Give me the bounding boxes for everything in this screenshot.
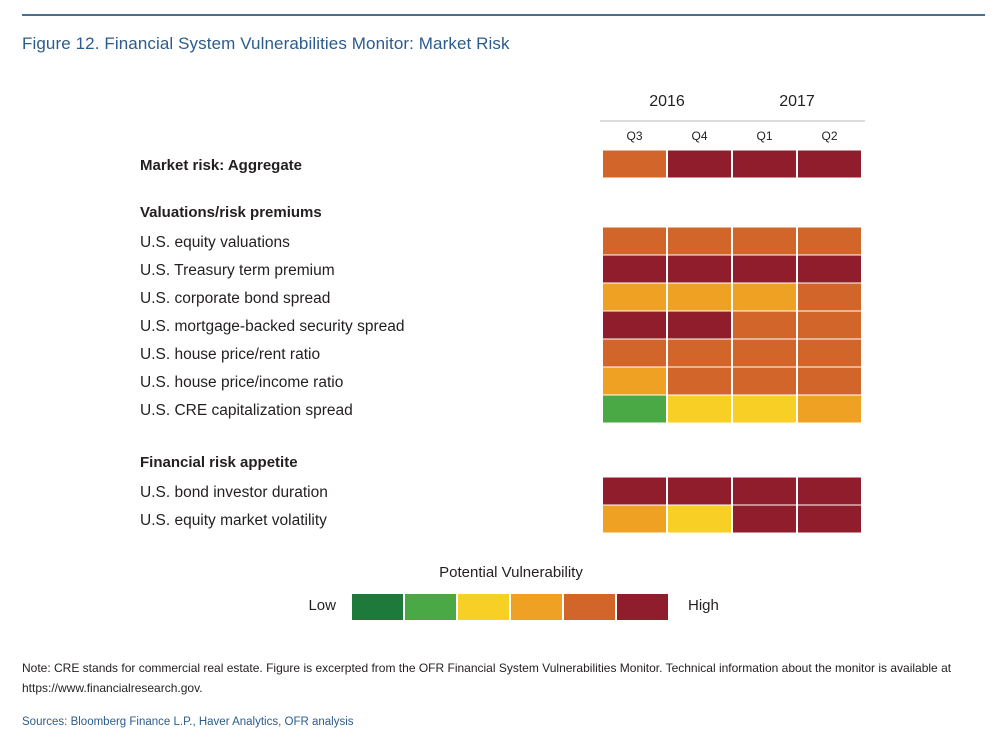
heatmap-cell xyxy=(668,227,731,255)
quarter-label: Q3 xyxy=(626,129,642,143)
year-label-2017: 2017 xyxy=(779,93,815,110)
heatmap-cell xyxy=(603,311,666,339)
heatmap-cell xyxy=(733,477,796,505)
heatmap-cell xyxy=(668,255,731,283)
heatmap-cell xyxy=(798,367,861,395)
heatmap-cell xyxy=(798,227,861,255)
row-label: U.S. house price/rent ratio xyxy=(140,346,320,363)
section-header: Financial risk appetite xyxy=(140,454,298,471)
year-label-2016: 2016 xyxy=(649,93,685,110)
heatmap-cell xyxy=(798,283,861,311)
legend-swatch xyxy=(564,594,615,620)
heatmap-cell xyxy=(668,311,731,339)
heatmap-cell xyxy=(603,505,666,533)
legend-high-label: High xyxy=(688,597,719,614)
heatmap-cell xyxy=(798,150,861,178)
legend-swatch xyxy=(617,594,668,620)
legend-title: Potential Vulnerability xyxy=(439,564,583,581)
heatmap-cell xyxy=(603,477,666,505)
section-header: Valuations/risk premiums xyxy=(140,204,322,221)
row-label: U.S. equity valuations xyxy=(140,234,290,251)
heatmap-cell xyxy=(603,283,666,311)
heatmap-cell xyxy=(798,505,861,533)
heatmap-cell xyxy=(603,150,666,178)
heatmap-cell xyxy=(668,283,731,311)
heatmap-cell xyxy=(733,150,796,178)
heatmap-cell xyxy=(798,477,861,505)
quarter-label: Q1 xyxy=(756,129,772,143)
row-label: U.S. equity market volatility xyxy=(140,512,327,529)
heatmap-cell xyxy=(603,339,666,367)
sources-text: Sources: Bloomberg Finance L.P., Haver A… xyxy=(22,716,354,728)
quarter-label: Q4 xyxy=(691,129,707,143)
heatmap-cell xyxy=(603,255,666,283)
heatmap-cell xyxy=(668,367,731,395)
heatmap-cell xyxy=(798,395,861,423)
heatmap-cell xyxy=(668,150,731,178)
legend-low-label: Low xyxy=(308,597,336,614)
row-label: U.S. CRE capitalization spread xyxy=(140,402,353,419)
heatmap-cell xyxy=(733,339,796,367)
heatmap-cell xyxy=(668,395,731,423)
heatmap-cell xyxy=(668,505,731,533)
heatmap-cell xyxy=(733,255,796,283)
row-label: U.S. Treasury term premium xyxy=(140,262,335,279)
figure-title: Figure 12. Financial System Vulnerabilit… xyxy=(22,34,510,53)
heatmap-cell xyxy=(603,395,666,423)
row-label: U.S. mortgage-backed security spread xyxy=(140,318,404,335)
heatmap-cell xyxy=(733,505,796,533)
heatmap-cell xyxy=(603,227,666,255)
row-label: U.S. house price/income ratio xyxy=(140,374,343,391)
heatmap-cell xyxy=(798,339,861,367)
legend-swatch xyxy=(458,594,509,620)
note-text: Note: CRE stands for commercial real est… xyxy=(22,661,952,695)
quarter-label: Q2 xyxy=(821,129,837,143)
heatmap-cell xyxy=(733,311,796,339)
heatmap-cell xyxy=(603,367,666,395)
top-rule xyxy=(22,14,985,16)
row-label: Market risk: Aggregate xyxy=(140,157,302,174)
heatmap-cell xyxy=(733,395,796,423)
legend-swatch xyxy=(352,594,403,620)
heatmap-cell xyxy=(798,311,861,339)
heatmap-cell xyxy=(733,367,796,395)
heatmap-cell xyxy=(733,227,796,255)
heatmap-chart: 2016 2017 Q3 Q4 Q1 Q2 Market risk: Aggregate Va… xyxy=(140,93,865,533)
legend-swatch xyxy=(405,594,456,620)
heatmap-cell xyxy=(733,283,796,311)
legend-swatch xyxy=(511,594,562,620)
heatmap-cell xyxy=(798,255,861,283)
row-label: U.S. corporate bond spread xyxy=(140,290,330,307)
row-label: U.S. bond investor duration xyxy=(140,484,328,501)
legend-scale xyxy=(352,594,670,620)
heatmap-cell xyxy=(668,339,731,367)
heatmap-cell xyxy=(668,477,731,505)
